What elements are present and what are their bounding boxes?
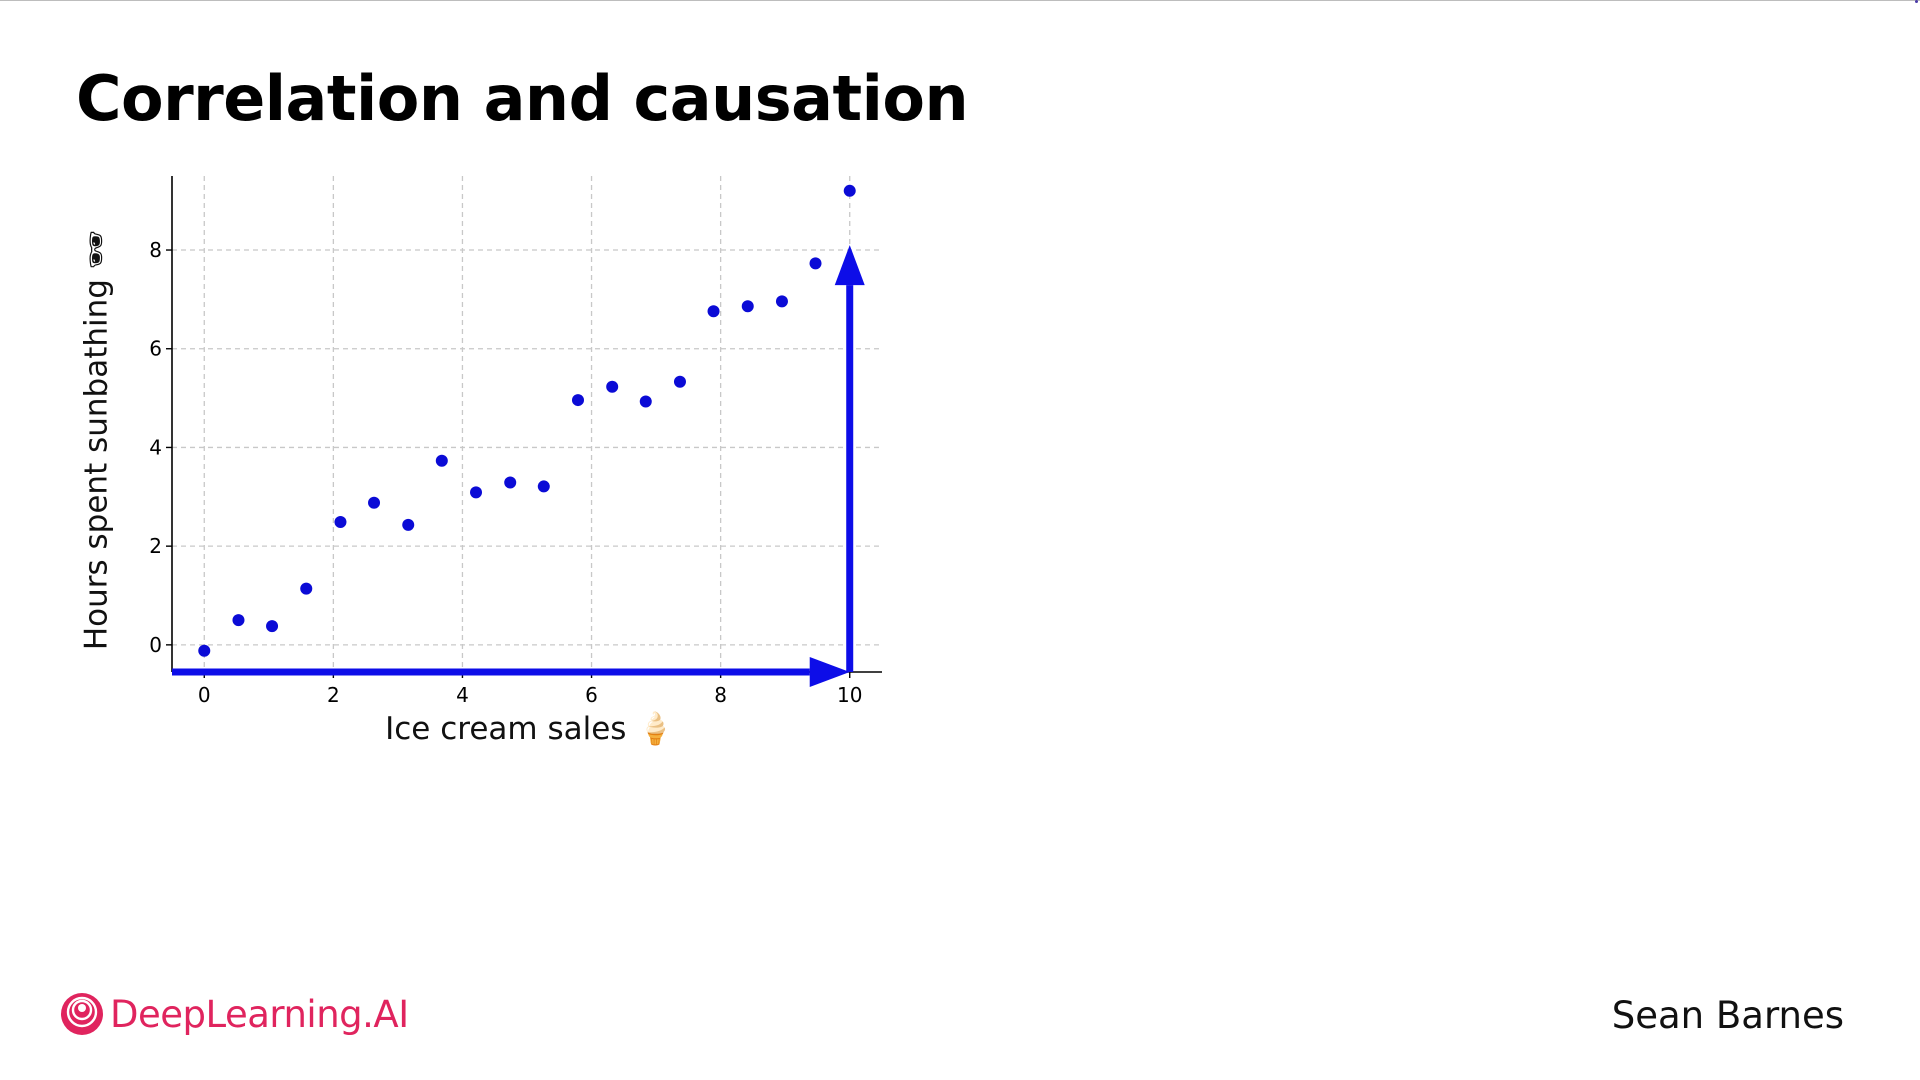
data-point bbox=[334, 515, 347, 528]
top-border bbox=[0, 0, 1920, 1]
y-tick-label: 0 bbox=[149, 633, 162, 657]
x-tick-label: 4 bbox=[456, 683, 469, 707]
y-tick-label: 6 bbox=[149, 337, 162, 361]
data-point bbox=[435, 454, 448, 467]
data-point bbox=[775, 295, 788, 308]
data-point bbox=[537, 480, 550, 493]
data-point bbox=[470, 486, 483, 499]
y-tick-label: 4 bbox=[149, 435, 162, 459]
chart-ticks: 0 2 4 6 8 10 0 2 4 6 8 bbox=[149, 238, 862, 707]
data-point bbox=[571, 394, 584, 407]
logo-icon bbox=[61, 993, 103, 1035]
slide-title: Correlation and causation bbox=[76, 62, 969, 135]
data-point bbox=[368, 496, 381, 509]
deeplearning-logo: DeepLearning.AI bbox=[60, 992, 409, 1036]
x-tick-label: 0 bbox=[198, 683, 211, 707]
data-point bbox=[707, 305, 720, 318]
x-tick-label: 6 bbox=[585, 683, 598, 707]
x-tick-label: 2 bbox=[327, 683, 340, 707]
corner-marker bbox=[1915, 0, 1918, 3]
data-point bbox=[639, 395, 652, 408]
data-point bbox=[300, 582, 313, 595]
x-tick-label: 8 bbox=[714, 683, 727, 707]
presenter-name: Sean Barnes bbox=[1611, 994, 1844, 1037]
data-point bbox=[606, 380, 619, 393]
arrow-head bbox=[834, 245, 865, 286]
data-point bbox=[198, 644, 211, 657]
data-point bbox=[843, 184, 856, 197]
y-tick-label: 8 bbox=[149, 238, 162, 262]
x-axis-label: Ice cream sales 🍦 bbox=[385, 711, 675, 747]
logo-text: DeepLearning.AI bbox=[110, 992, 409, 1036]
data-point bbox=[402, 518, 415, 531]
data-point bbox=[741, 300, 754, 313]
y-tick-label: 2 bbox=[149, 534, 162, 558]
chart-grid bbox=[172, 176, 882, 672]
chart-points bbox=[198, 184, 856, 657]
data-point bbox=[266, 620, 279, 633]
data-point bbox=[504, 476, 517, 489]
y-axis-label: Hours spent sunbathing 🕶 bbox=[78, 229, 115, 651]
data-point bbox=[232, 614, 245, 627]
data-point bbox=[809, 257, 822, 270]
x-tick-label: 10 bbox=[837, 683, 862, 707]
chart-arrows bbox=[172, 245, 865, 687]
data-point bbox=[673, 375, 686, 388]
arrow-head bbox=[809, 657, 850, 687]
